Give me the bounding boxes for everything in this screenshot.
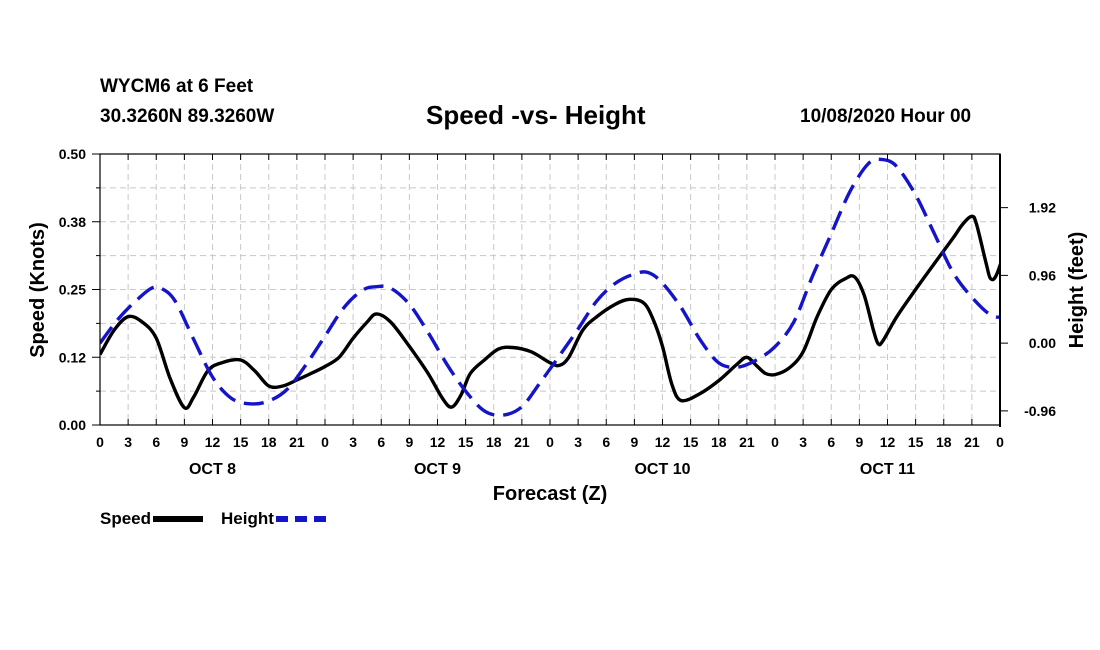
x-tick-label: 15: [683, 434, 699, 450]
day-label: OCT 8: [189, 461, 236, 478]
x-tick-label: 0: [996, 434, 1004, 450]
y-tick-label: 0.25: [59, 282, 86, 298]
x-tick-label: 9: [180, 434, 188, 450]
x-tick-label: 18: [486, 434, 502, 450]
x-tick-label: 3: [574, 434, 582, 450]
y2-tick-label: 1.92: [1029, 200, 1056, 216]
station-label: WYCM6 at 6 Feet: [100, 76, 254, 97]
y-tick-label: 0.38: [59, 214, 86, 230]
height-series-line: [100, 157, 1000, 418]
speed-series-line: [100, 214, 1000, 410]
x-tick-label: 0: [771, 434, 779, 450]
run-time-label: 10/08/2020 Hour 00: [800, 106, 972, 127]
x-tick-label: 12: [430, 434, 446, 450]
legend-speed-label: Speed: [100, 509, 152, 528]
x-tick-label: 21: [739, 434, 755, 450]
legend-height-swatch: [275, 516, 326, 522]
y2-tick-label: 0.00: [1029, 335, 1056, 351]
legend-speed-swatch: [153, 516, 204, 522]
x-tick-label: 0: [321, 434, 329, 450]
x-tick-label: 12: [655, 434, 671, 450]
x-tick-label: 0: [96, 434, 104, 450]
y-axis-label: Speed (Knots): [27, 222, 49, 358]
day-label: OCT 10: [634, 461, 690, 478]
day-label: OCT 9: [414, 461, 461, 478]
x-tick-label: 6: [827, 434, 835, 450]
x-tick-label: 9: [405, 434, 413, 450]
x-tick-label: 18: [936, 434, 952, 450]
chart-title: Speed -vs- Height: [426, 100, 646, 130]
x-tick-label: 6: [602, 434, 610, 450]
legend: Speed Height: [100, 509, 344, 529]
coordinates-label: 30.3260N 89.3260W: [100, 106, 275, 127]
y-tick-label: 0.50: [59, 146, 86, 162]
y2-axis-label: Height (feet): [1066, 232, 1088, 349]
x-tick-label: 9: [630, 434, 638, 450]
x-tick-label: 6: [377, 434, 385, 450]
x-tick-label: 3: [799, 434, 807, 450]
x-tick-label: 12: [880, 434, 896, 450]
y2-tick-label: 0.96: [1029, 267, 1056, 283]
x-tick-label: 0: [546, 434, 554, 450]
x-tick-label: 15: [458, 434, 474, 450]
x-tick-label: 15: [908, 434, 924, 450]
y2-tick-label: -0.96: [1024, 403, 1056, 419]
ticks: 0 3 6 9 12 15 18 21 0 3 6 9 12 15 18 21 0 3 6 9 12 15 18 21 0 3 6 9…: [59, 146, 1056, 478]
x-tick-label: 18: [261, 434, 277, 450]
x-tick-label: 21: [289, 434, 305, 450]
x-tick-label: 9: [855, 434, 863, 450]
series-layer: [100, 157, 1000, 418]
x-tick-label: 3: [349, 434, 357, 450]
x-tick-label: 18: [711, 434, 727, 450]
x-tick-label: 3: [124, 434, 132, 450]
x-tick-label: 12: [205, 434, 221, 450]
day-label: OCT 11: [860, 461, 915, 478]
x-tick-label: 6: [152, 434, 160, 450]
y-tick-label: 0.00: [59, 417, 86, 433]
grid: [100, 154, 1000, 425]
x-tick-label: 21: [514, 434, 530, 450]
x-tick-label: 21: [964, 434, 980, 450]
y-tick-label: 0.12: [59, 349, 86, 365]
legend-height-label: Height: [221, 509, 274, 528]
x-axis-label: Forecast (Z): [493, 483, 607, 505]
x-tick-label: 15: [233, 434, 249, 450]
